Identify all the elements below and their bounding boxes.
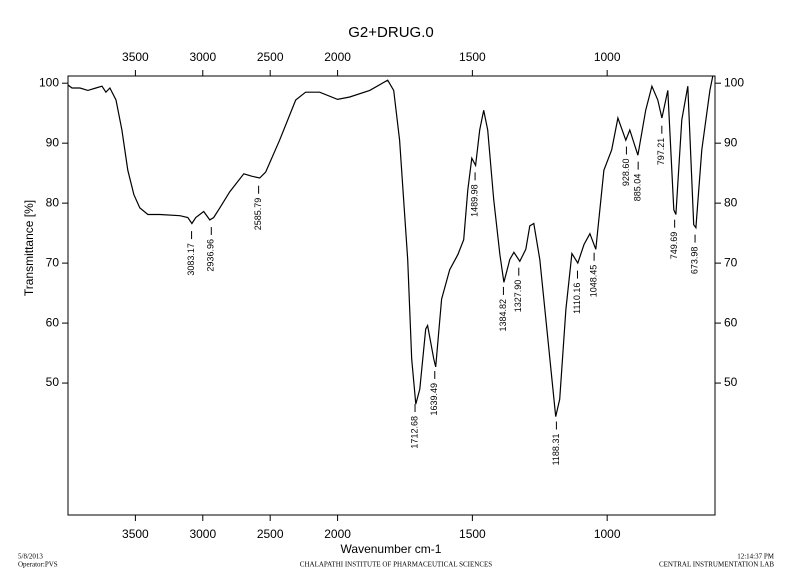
y-tick-label-right: 60 — [724, 315, 738, 329]
footer-operator: Operator:PVS — [18, 561, 58, 569]
y-tick-label: 100 — [39, 75, 59, 89]
peak-label: 1110.16 — [572, 283, 582, 314]
y-tick-label: 90 — [46, 135, 60, 149]
peak-label: 749.69 — [669, 232, 679, 260]
peak-label: 2585.79 — [253, 198, 263, 231]
peak-label: 1048.45 — [588, 265, 598, 298]
peak-label: 1327.90 — [513, 280, 523, 313]
x-tick-label: 1000 — [594, 527, 621, 541]
x-tick-label-top: 1500 — [459, 50, 486, 64]
plot-frame — [67, 75, 716, 516]
peak-label: 928.60 — [621, 159, 631, 187]
footer-time: 12:14:37 PM — [737, 553, 775, 561]
x-tick-label-top: 2000 — [324, 50, 351, 64]
spectrum-line — [67, 75, 714, 417]
peak-label: 2936.96 — [206, 239, 216, 272]
y-tick-label-right: 80 — [724, 195, 738, 209]
x-tick-label-top: 2500 — [257, 50, 284, 64]
peak-label: 1489.98 — [469, 184, 479, 217]
y-tick-label: 60 — [46, 315, 60, 329]
peak-label: 3083.17 — [186, 243, 196, 276]
y-tick-label-right: 100 — [724, 75, 744, 89]
footer-lab: CENTRAL INSTRUMENTATION LAB — [659, 561, 774, 569]
peak-label: 1384.82 — [498, 299, 508, 332]
x-tick-label: 2000 — [324, 527, 351, 541]
footer-date: 5/8/2013 — [18, 553, 43, 561]
y-tick-label: 80 — [46, 195, 60, 209]
x-axis-label: Wavenumber cm-1 — [341, 542, 442, 556]
y-tick-label-right: 70 — [724, 255, 738, 269]
peak-label: 673.98 — [689, 247, 699, 275]
x-tick-label: 3000 — [189, 527, 216, 541]
y-tick-label-right: 90 — [724, 135, 738, 149]
peak-label: 885.04 — [633, 174, 643, 202]
x-tick-label-top: 1000 — [594, 50, 621, 64]
x-tick-label: 3500 — [122, 527, 149, 541]
y-axis-label: Transmittance [%] — [22, 200, 36, 296]
x-tick-label: 1500 — [459, 527, 486, 541]
y-tick-label-right: 50 — [724, 375, 738, 389]
x-tick-label: 2500 — [257, 527, 284, 541]
y-tick-label: 50 — [46, 375, 60, 389]
peak-label: 1188.31 — [551, 434, 561, 466]
footer-institute: CHALAPATHI INSTITUTE OF PHARMACEUTICAL S… — [300, 561, 492, 569]
y-tick-label: 70 — [46, 255, 60, 269]
peak-label: 1712.68 — [409, 416, 419, 449]
peak-label: 1639.49 — [429, 383, 439, 416]
x-tick-label-top: 3500 — [122, 50, 149, 64]
peak-label: 797.21 — [656, 138, 666, 166]
chart-title: G2+DRUG.0 — [348, 24, 433, 41]
x-tick-label-top: 3000 — [189, 50, 216, 64]
